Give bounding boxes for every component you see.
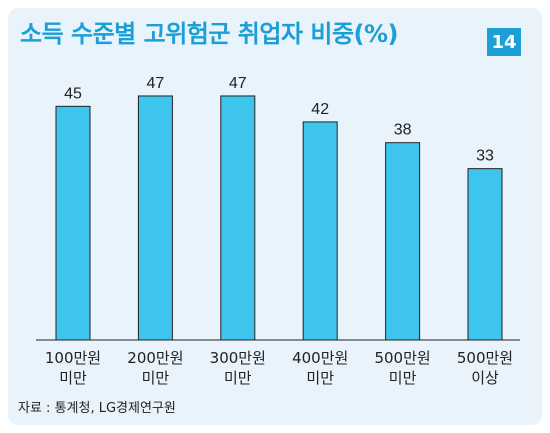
value-label-1: 45 xyxy=(64,85,82,102)
page-number-badge: 14 xyxy=(487,28,521,56)
value-label-3: 47 xyxy=(229,75,247,92)
bar-4 xyxy=(302,121,338,341)
x-tick-label-5-line-2: 미만 xyxy=(389,369,417,387)
bar-5 xyxy=(385,142,421,341)
x-tick-label-3-line-2: 미만 xyxy=(224,369,252,387)
value-labels-group: 45 47 47 42 38 33 xyxy=(64,75,494,165)
x-tick-label-6-line-2: 이상 xyxy=(471,369,499,387)
x-tick-label-2-line-1: 200만원 xyxy=(127,349,183,367)
chart-card xyxy=(8,8,542,425)
x-tick-label-2-line-2: 미만 xyxy=(142,369,170,387)
source-note: 자료 : 통계청, LG경제연구원 xyxy=(18,401,176,416)
x-tick-label-4-line-2: 미만 xyxy=(306,369,334,387)
bar-2 xyxy=(137,95,173,341)
value-label-6: 33 xyxy=(476,148,494,165)
x-tick-label-4-line-1: 400만원 xyxy=(292,349,348,367)
x-tick-label-5-line-1: 500만원 xyxy=(374,349,430,367)
bars-group xyxy=(55,95,503,341)
bar-3 xyxy=(220,95,256,341)
bar-6 xyxy=(467,168,503,341)
bar-1 xyxy=(55,105,91,341)
x-tick-label-6-line-1: 500만원 xyxy=(457,349,513,367)
value-label-2: 47 xyxy=(147,75,165,92)
x-tick-label-1-line-2: 미만 xyxy=(59,369,87,387)
x-tick-label-3-line-1: 300만원 xyxy=(210,349,266,367)
value-label-5: 38 xyxy=(394,122,412,139)
x-tick-label-1-line-1: 100만원 xyxy=(45,349,101,367)
value-label-4: 42 xyxy=(311,101,329,118)
chart-title: 소득 수준별 고위험군 취업자 비중(%) xyxy=(20,20,399,48)
